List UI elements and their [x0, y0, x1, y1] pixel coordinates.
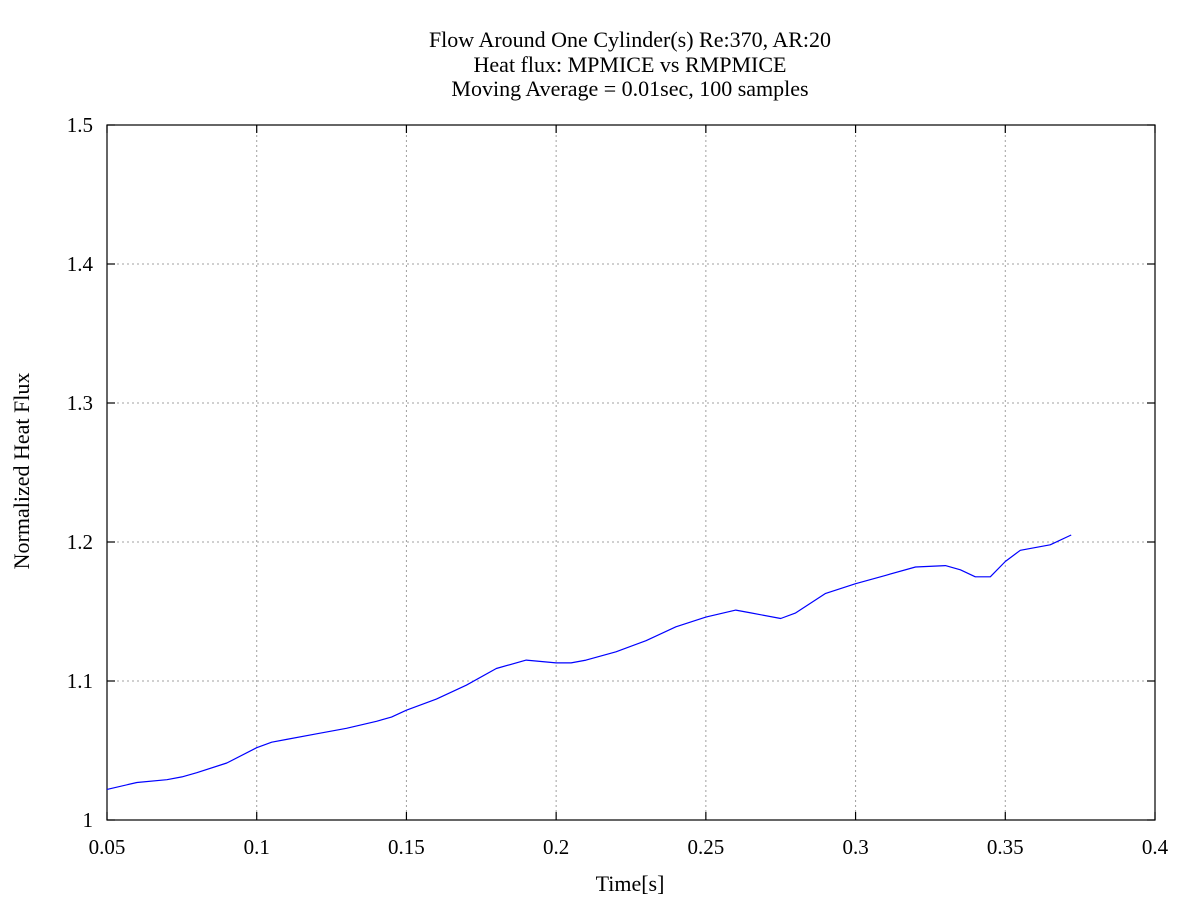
series-layer [106, 534, 1072, 790]
x-axis-label: Time[s] [596, 871, 665, 896]
x-tick-label: 0.3 [842, 835, 868, 859]
grid-lines [107, 125, 1155, 820]
x-tick-label: 0.05 [89, 835, 126, 859]
chart-title: Flow Around One Cylinder(s) Re:370, AR:2… [429, 27, 831, 101]
title-line-2: Heat flux: MPMICE vs RMPMICE [474, 52, 787, 77]
title-line-3: Moving Average = 0.01sec, 100 samples [451, 76, 808, 101]
x-tick-label: 0.4 [1142, 835, 1169, 859]
y-tick-label: 1.4 [67, 252, 94, 276]
x-tick-label: 0.15 [388, 835, 425, 859]
x-tick-label: 0.2 [543, 835, 569, 859]
series-line [106, 534, 1072, 790]
x-tick-label: 0.35 [987, 835, 1024, 859]
x-tick-label: 0.1 [244, 835, 270, 859]
tick-labels: 0.05 0.1 0.15 0.2 0.25 0.3 0.35 0.4 1 1.1 1.2 1.3 1.… [67, 113, 1169, 859]
plot-frame [106, 124, 1156, 821]
y-tick-label: 1.3 [67, 391, 93, 415]
axis-ticks [106, 124, 1156, 821]
x-tick-label: 0.25 [687, 835, 724, 859]
y-axis-label: Normalized Heat Flux [9, 373, 34, 570]
y-tick-label: 1.2 [67, 530, 93, 554]
y-tick-label: 1 [83, 808, 94, 832]
title-line-1: Flow Around One Cylinder(s) Re:370, AR:2… [429, 27, 831, 52]
y-tick-label: 1.5 [67, 113, 93, 137]
y-tick-label: 1.1 [67, 669, 93, 693]
